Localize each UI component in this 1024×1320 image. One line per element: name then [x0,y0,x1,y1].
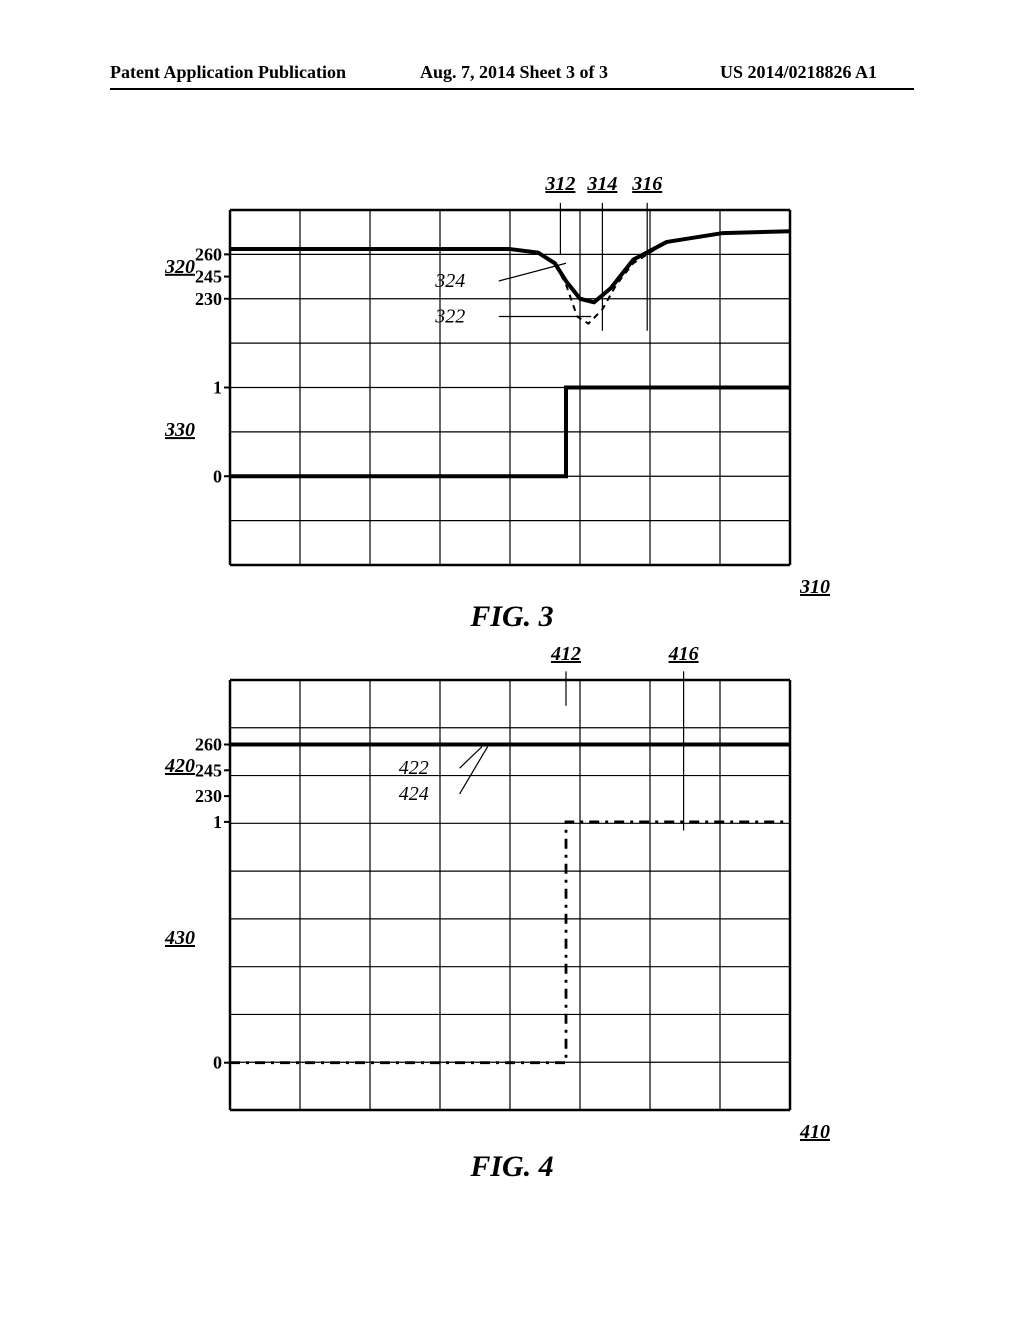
svg-text:260: 260 [195,735,222,755]
svg-text:420: 420 [164,755,195,777]
svg-text:0: 0 [213,1053,222,1073]
page: Patent Application Publication Aug. 7, 2… [0,0,1024,1320]
svg-text:416: 416 [668,643,699,665]
svg-text:245: 245 [195,760,222,780]
svg-text:1: 1 [213,812,222,832]
svg-text:422: 422 [399,757,429,779]
fig4-caption: FIG. 4 [0,1150,1024,1184]
svg-text:430: 430 [164,927,195,949]
svg-text:412: 412 [550,643,581,665]
svg-text:424: 424 [399,783,429,805]
svg-text:230: 230 [195,786,222,806]
svg-text:410: 410 [799,1121,830,1143]
fig4-chart: 260 245 230 1 0 412 416 420 430 422 424 410 [0,0,1024,1200]
